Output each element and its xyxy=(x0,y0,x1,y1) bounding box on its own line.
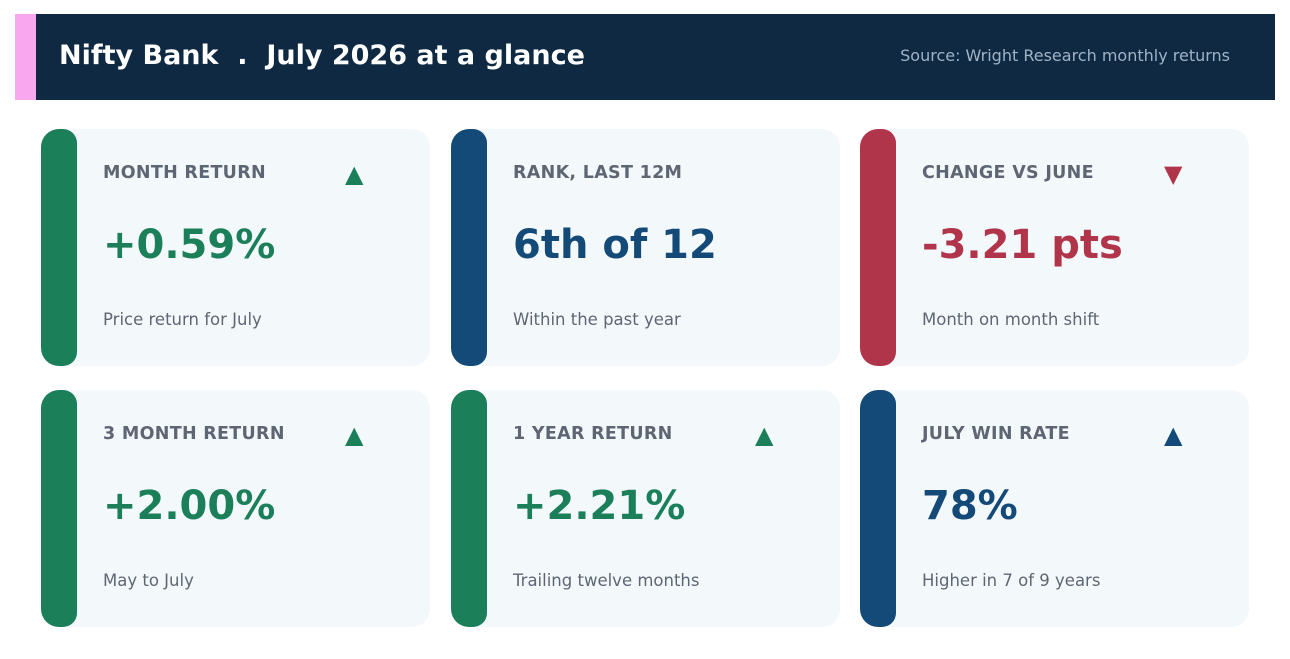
card-accent-bar xyxy=(41,390,77,627)
card-value: +2.21% xyxy=(513,483,686,529)
kpi-card-1-year-return: 1 YEAR RETURN ▲ +2.21% Trailing twelve m… xyxy=(451,390,840,627)
triangle-up-icon: ▲ xyxy=(1164,421,1183,449)
kpi-card-rank: RANK, LAST 12M 6th of 12 Within the past… xyxy=(451,129,840,366)
card-label: RANK, LAST 12M xyxy=(513,163,683,183)
card-subtitle: Within the past year xyxy=(513,310,681,329)
kpi-card-month-return: MONTH RETURN ▲ +0.59% Price return for J… xyxy=(41,129,430,366)
triangle-up-icon: ▲ xyxy=(755,421,774,449)
triangle-down-icon: ▼ xyxy=(1164,160,1183,188)
triangle-up-icon: ▲ xyxy=(345,160,364,188)
kpi-card-july-win-rate: JULY WIN RATE ▲ 78% Higher in 7 of 9 yea… xyxy=(860,390,1249,627)
card-subtitle: Month on month shift xyxy=(922,310,1100,329)
card-subtitle: Price return for July xyxy=(103,310,262,329)
card-value: +0.59% xyxy=(103,222,276,268)
kpi-card-change-vs-june: CHANGE VS JUNE ▼ -3.21 pts Month on mont… xyxy=(860,129,1249,366)
page-title: Nifty Bank . July 2026 at a glance xyxy=(59,40,585,71)
card-accent-bar xyxy=(451,129,487,366)
card-subtitle: Higher in 7 of 9 years xyxy=(922,571,1101,590)
card-accent-bar xyxy=(860,390,896,627)
card-subtitle: Trailing twelve months xyxy=(513,571,700,590)
card-label: 1 YEAR RETURN xyxy=(513,424,673,444)
card-label: MONTH RETURN xyxy=(103,163,266,183)
card-value: 6th of 12 xyxy=(513,222,717,268)
card-value: 78% xyxy=(922,483,1018,529)
source-note: Source: Wright Research monthly returns xyxy=(900,46,1230,65)
card-label: 3 MONTH RETURN xyxy=(103,424,285,444)
card-value: +2.00% xyxy=(103,483,276,529)
kpi-card-3-month-return: 3 MONTH RETURN ▲ +2.00% May to July xyxy=(41,390,430,627)
card-accent-bar xyxy=(41,129,77,366)
triangle-up-icon: ▲ xyxy=(345,421,364,449)
card-accent-bar xyxy=(451,390,487,627)
card-value: -3.21 pts xyxy=(922,222,1123,268)
card-label: CHANGE VS JUNE xyxy=(922,163,1094,183)
card-subtitle: May to July xyxy=(103,571,194,590)
header-accent-stripe xyxy=(15,14,36,100)
card-accent-bar xyxy=(860,129,896,366)
card-label: JULY WIN RATE xyxy=(922,424,1070,444)
header-banner: Nifty Bank . July 2026 at a glance Sourc… xyxy=(15,14,1275,100)
